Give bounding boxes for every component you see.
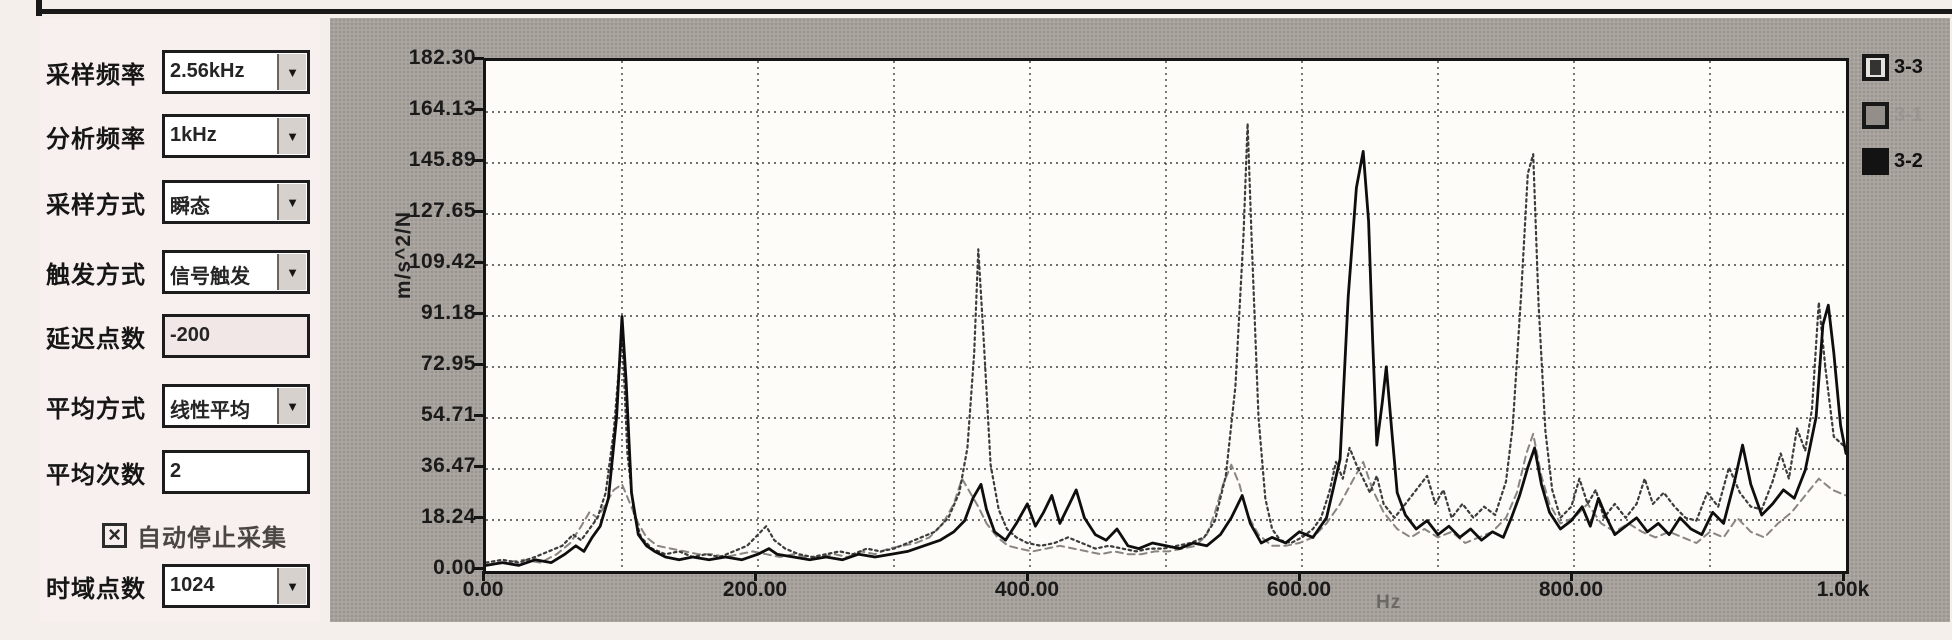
field-row-time-domain-points: 时域点数 1024 ▼ [46,562,310,610]
chevron-down-icon[interactable]: ▼ [277,568,306,604]
x-tick-label: 400.00 [994,578,1060,601]
y-tick-label: 72.95 [420,352,476,375]
legend-swatch-3-3 [1862,54,1889,81]
y-tick-mark [474,210,484,213]
field-row-trigger-mode: 触发方式 信号触发 ▼ [46,248,310,296]
chevron-down-icon[interactable]: ▼ [277,388,306,424]
average-mode-label: 平均方式 [46,395,146,423]
x-tick-mark [1842,571,1845,581]
sampling-mode-combo[interactable]: 瞬态 ▼ [162,180,310,224]
legend-label: 3-3 [1894,56,1923,78]
y-tick-mark [474,261,484,264]
x-tick-label: 0.00 [462,578,504,601]
time-domain-points-combo[interactable]: 1024 ▼ [162,564,310,608]
legend-swatch-pattern [1870,60,1881,75]
analysis-frequency-combo[interactable]: 1kHz ▼ [162,114,310,158]
legend-item: 3-2 [1862,148,1923,175]
chevron-down-icon[interactable]: ▼ [277,118,306,154]
x-tick-mark [482,571,485,581]
window-corner-mark [36,0,42,16]
y-tick-label: 91.18 [420,301,476,324]
delay-points-value: -200 [170,324,211,346]
y-tick-label: 164.13 [408,97,476,120]
x-tick-label: 1.00k [1816,578,1870,601]
x-tick-label: 800.00 [1538,578,1604,601]
legend-item: 3-1 [1862,102,1923,129]
sampling-mode-label: 采样方式 [46,191,146,219]
spectrum-plot-svg [486,61,1846,571]
x-tick-mark [754,571,757,581]
y-tick-label: 54.71 [420,403,476,426]
analysis-frequency-label: 分析频率 [46,125,146,153]
field-row-sampling-frequency: 采样频率 2.56kHz ▼ [46,48,310,96]
x-tick-label: 200.00 [722,578,788,601]
sampling-frequency-value: 2.56kHz [170,60,245,82]
y-tick-label: 18.24 [420,505,476,528]
auto-stop-row: × 自动停止采集 [102,518,287,552]
x-tick-mark [1570,571,1573,581]
sampling-frequency-label: 采样频率 [46,61,146,89]
y-tick-label: 109.42 [408,250,476,273]
spectrum-curve-3-2 [486,150,1846,567]
y-tick-mark [474,567,484,570]
y-tick-mark [474,516,484,519]
legend-swatch-3-2 [1862,148,1889,175]
y-tick-label: 36.47 [420,454,476,477]
analysis-frequency-value: 1kHz [170,124,217,146]
delay-points-input[interactable]: -200 [162,314,310,358]
trigger-mode-value: 信号触发 [170,266,250,288]
auto-stop-checkbox[interactable]: × [102,522,127,548]
legend-item: 3-3 [1862,54,1923,81]
field-row-average-mode: 平均方式 线性平均 ▼ [46,382,310,430]
chevron-down-icon[interactable]: ▼ [277,184,306,220]
x-tick-mark [1026,571,1029,581]
sampling-mode-value: 瞬态 [170,196,210,218]
field-row-average-count: 平均次数 2 [46,448,310,496]
y-tick-mark [474,414,484,417]
acquisition-settings-panel: 采样频率 2.56kHz ▼ 分析频率 1kHz ▼ 采样方式 瞬态 ▼ 触发方… [40,18,320,622]
field-row-sampling-mode: 采样方式 瞬态 ▼ [46,178,310,226]
x-tick-mark [1298,571,1301,581]
time-domain-points-value: 1024 [170,574,215,596]
y-tick-mark [474,312,484,315]
chevron-down-icon[interactable]: ▼ [277,254,306,290]
average-mode-combo[interactable]: 线性平均 ▼ [162,384,310,428]
plot-area [483,58,1849,574]
average-count-input[interactable]: 2 [162,450,310,494]
y-tick-mark [474,57,484,60]
legend-label: 3-1 [1894,104,1923,126]
legend-label: 3-2 [1894,150,1923,172]
x-tick-label: 600.00 [1266,578,1332,601]
window-top-border [38,9,1952,14]
y-tick-label: 127.65 [408,199,476,222]
spectrum-chart-panel: m/s^2/N 182.30 164.13 145.89 127.65 109.… [330,18,1950,622]
field-row-delay-points: 延迟点数 -200 [46,312,310,360]
y-tick-mark [474,363,484,366]
sampling-frequency-combo[interactable]: 2.56kHz ▼ [162,50,310,94]
legend-swatch-3-1 [1862,102,1889,129]
field-row-analysis-frequency: 分析频率 1kHz ▼ [46,112,310,160]
auto-stop-label: 自动停止采集 [137,524,287,552]
trigger-mode-combo[interactable]: 信号触发 ▼ [162,250,310,294]
x-axis-unit: Hz [1376,592,1402,613]
delay-points-label: 延迟点数 [46,325,146,353]
average-count-value: 2 [170,460,182,482]
chevron-down-icon[interactable]: ▼ [277,54,306,90]
average-mode-value: 线性平均 [170,400,250,422]
average-count-label: 平均次数 [46,461,146,489]
trigger-mode-label: 触发方式 [46,261,146,289]
y-tick-mark [474,108,484,111]
checkbox-check-icon: × [108,522,121,547]
spectrum-curve-3-1 [486,432,1846,567]
y-tick-label: 0.00 [433,556,476,579]
y-tick-mark [474,465,484,468]
y-tick-label: 182.30 [408,46,476,69]
y-tick-mark [474,159,484,162]
y-tick-label: 145.89 [408,148,476,171]
time-domain-points-label: 时域点数 [46,575,146,603]
